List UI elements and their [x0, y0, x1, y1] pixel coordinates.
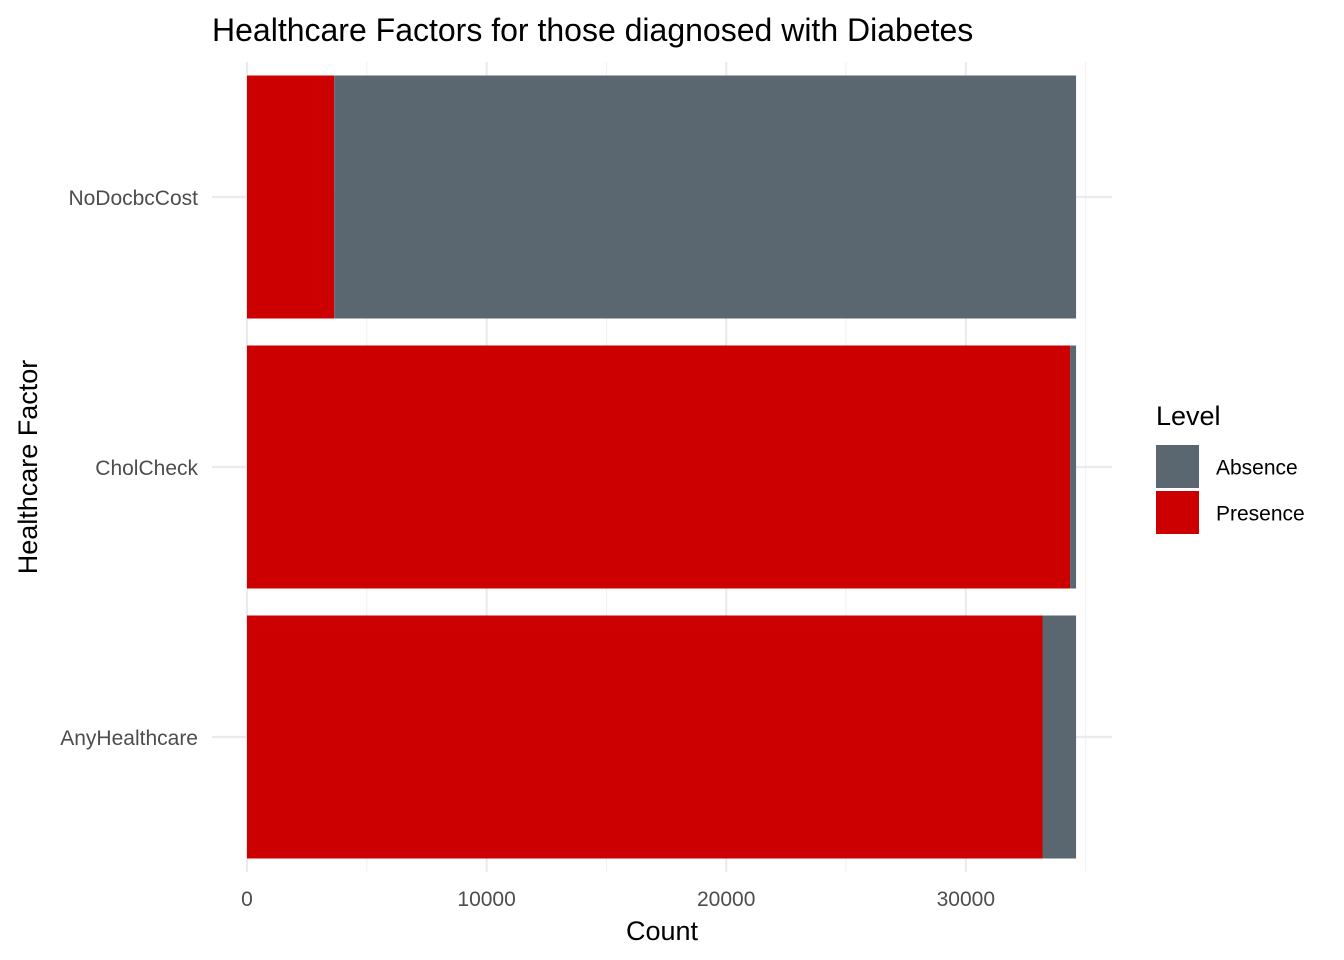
chart-title: Healthcare Factors for those diagnosed w…	[212, 12, 973, 48]
x-tick-label-3: 30000	[937, 888, 995, 911]
y-tick-label-1: CholCheck	[95, 457, 198, 480]
bar-AnyHealthcare-presence	[246, 615, 1043, 859]
legend-title: Level	[1156, 401, 1221, 431]
x-tick-label-1: 10000	[457, 888, 515, 911]
y-axis-title: Healthcare Factor	[13, 360, 43, 575]
legend-label-absence: Absence	[1216, 457, 1298, 480]
bar-CholCheck-absence	[1070, 345, 1077, 589]
x-axis-ticks: 0 10000 20000 30000	[241, 888, 995, 911]
x-axis-title: Count	[626, 916, 699, 946]
bars	[246, 75, 1077, 859]
x-tick-label-0: 0	[241, 888, 253, 911]
bar-CholCheck-presence	[246, 345, 1071, 589]
legend-label-presence: Presence	[1216, 503, 1305, 526]
bar-NoDocbcCost-presence	[246, 75, 335, 319]
x-tick-label-2: 20000	[697, 888, 755, 911]
plot-panel	[212, 62, 1112, 872]
bar-NoDocbcCost-absence	[334, 75, 1077, 319]
y-tick-label-2: AnyHealthcare	[60, 727, 198, 750]
y-tick-label-0: NoDocbcCost	[68, 187, 198, 210]
legend-items: Absence Presence	[1156, 445, 1305, 534]
legend-key-presence	[1156, 491, 1199, 534]
legend-key-absence	[1156, 445, 1199, 488]
bar-AnyHealthcare-absence	[1042, 615, 1077, 859]
y-axis-ticks: NoDocbcCost CholCheck AnyHealthcare	[60, 187, 198, 750]
legend: Level Absence Presence	[1156, 401, 1305, 534]
